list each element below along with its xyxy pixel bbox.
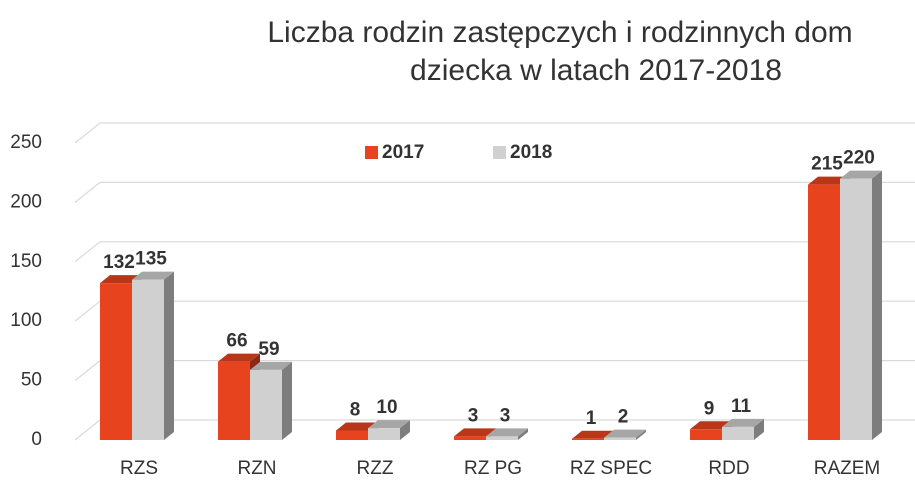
- chart-title: dziecka w latach 2017-2018: [410, 54, 782, 87]
- bar: [250, 361, 292, 440]
- bar-side: [164, 271, 174, 440]
- bar: [840, 170, 882, 440]
- bar: [368, 420, 410, 440]
- bar-top: [690, 421, 732, 430]
- x-tick-label: RZZ: [357, 458, 394, 479]
- bar-front: [100, 283, 132, 440]
- bar-side: [282, 361, 292, 440]
- bar-front: [808, 184, 840, 440]
- bar: [132, 271, 174, 440]
- value-label: 8: [350, 400, 361, 421]
- bar-front: [218, 361, 250, 440]
- value-label: 3: [468, 405, 479, 426]
- bar-top: [218, 353, 260, 362]
- bar-top: [722, 418, 764, 427]
- bar-side: [872, 170, 882, 440]
- grid-line: [74, 241, 915, 263]
- value-label: 9: [704, 398, 715, 419]
- bar: [604, 429, 646, 440]
- x-tick-label: RZ PG: [464, 458, 522, 479]
- bar-top: [100, 275, 142, 284]
- value-label: 132: [103, 252, 135, 273]
- bar-front: [604, 437, 636, 440]
- value-label: 215: [811, 154, 843, 175]
- value-label: 11: [731, 396, 752, 417]
- value-label: 10: [376, 397, 397, 418]
- bar-front: [690, 429, 722, 440]
- y-tick-label: 100: [10, 310, 42, 331]
- y-tick-label: 200: [10, 191, 42, 212]
- value-label: 2: [618, 407, 629, 428]
- bar-top: [840, 170, 882, 179]
- bar-side: [754, 418, 764, 440]
- bar-top: [808, 176, 850, 185]
- bar-side: [400, 420, 410, 440]
- value-label: 3: [500, 405, 511, 426]
- bar-top: [454, 428, 496, 437]
- x-tick-label: RDD: [708, 458, 749, 479]
- bar-front: [840, 178, 872, 440]
- grid-line: [74, 300, 915, 322]
- bar-front: [722, 426, 754, 440]
- x-tick-label: RZN: [237, 458, 276, 479]
- bar-front: [486, 436, 518, 440]
- bar-top: [250, 361, 292, 370]
- bar-front: [250, 369, 282, 440]
- bar-front: [368, 428, 400, 440]
- y-tick-label: 50: [21, 370, 42, 391]
- legend-label: 2017: [382, 142, 424, 163]
- legend-label: 2018: [510, 142, 552, 163]
- value-label: 66: [226, 331, 247, 352]
- bar-front: [336, 430, 368, 440]
- bar-top: [368, 420, 410, 429]
- bar-side: [636, 429, 646, 440]
- chart-title: Liczba rodzin zastępczych i rodzinnych d…: [267, 16, 852, 49]
- bar: [722, 418, 764, 440]
- legend-swatch: [365, 146, 378, 159]
- value-label: 59: [258, 339, 279, 360]
- grid-line: [74, 181, 915, 203]
- x-tick-label: RZ SPEC: [570, 458, 652, 479]
- grid-line: [74, 122, 915, 144]
- value-label: 135: [135, 249, 167, 270]
- bar-front: [454, 436, 486, 440]
- bar-top: [336, 422, 378, 431]
- value-label: 220: [843, 148, 875, 169]
- bar-top: [604, 429, 646, 438]
- bar-front: [572, 438, 604, 440]
- bar-top: [486, 428, 528, 437]
- x-tick-label: RAZEM: [814, 458, 881, 479]
- bar-front: [132, 279, 164, 440]
- legend-swatch: [493, 146, 506, 159]
- bar-top: [572, 430, 614, 439]
- y-tick-label: 0: [31, 429, 42, 450]
- bar: [486, 428, 528, 440]
- bar-top: [132, 271, 174, 280]
- y-tick-label: 250: [10, 132, 42, 153]
- grid-line: [74, 360, 915, 382]
- y-tick-label: 150: [10, 251, 42, 272]
- x-tick-label: RZS: [120, 458, 158, 479]
- value-label: 1: [586, 408, 597, 429]
- bar-side: [518, 428, 528, 440]
